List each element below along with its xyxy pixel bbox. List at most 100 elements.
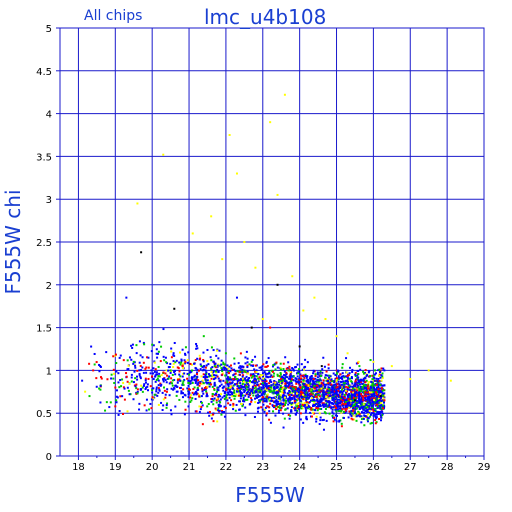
cluster-point (259, 382, 262, 385)
cluster-point (305, 376, 308, 379)
cluster-point (379, 414, 382, 417)
cluster-point (279, 362, 282, 365)
data-point (99, 384, 102, 387)
cluster-point (186, 359, 189, 362)
cluster-point (307, 388, 310, 391)
cluster-point (215, 399, 218, 402)
cluster-point (383, 389, 386, 392)
cluster-point (292, 394, 295, 397)
cluster-point (337, 380, 340, 383)
cluster-point (219, 405, 222, 408)
cluster-point (363, 407, 366, 410)
cluster-point (293, 394, 296, 397)
cluster-point (212, 399, 215, 402)
cluster-point (250, 381, 253, 384)
cluster-point (261, 365, 264, 368)
cluster-point (190, 363, 193, 366)
cluster-point (357, 376, 360, 379)
cluster-point (84, 390, 87, 393)
cluster-point (299, 412, 302, 415)
cluster-point (259, 390, 262, 393)
cluster-point (190, 370, 193, 373)
cluster-point (337, 375, 340, 378)
data-point (357, 360, 360, 363)
cluster-point (375, 416, 378, 419)
cluster-point (165, 406, 168, 409)
cluster-point (213, 384, 216, 387)
data-point (342, 382, 345, 385)
cluster-point (204, 378, 207, 381)
cluster-point (200, 405, 203, 408)
cluster-point (139, 364, 142, 367)
cluster-point (349, 413, 352, 416)
cluster-point (233, 362, 236, 365)
cluster-point (328, 397, 331, 400)
cluster-point (217, 357, 220, 360)
cluster-point (169, 409, 172, 412)
cluster-point (153, 360, 156, 363)
cluster-point (376, 405, 379, 408)
cluster-point (224, 365, 227, 368)
cluster-point (317, 402, 320, 405)
cluster-point (223, 410, 226, 413)
cluster-point (220, 393, 223, 396)
cluster-point (209, 380, 212, 383)
cluster-point (372, 384, 375, 387)
cluster-point (204, 376, 207, 379)
cluster-point (309, 411, 312, 414)
cluster-point (174, 373, 177, 376)
cluster-point (355, 398, 358, 401)
cluster-point (369, 422, 372, 425)
cluster-point (117, 372, 120, 375)
cluster-point (232, 408, 235, 411)
cluster-point (278, 379, 281, 382)
cluster-point (282, 412, 285, 415)
cluster-point (335, 402, 338, 405)
cluster-point (287, 386, 290, 389)
cluster-point (277, 403, 280, 406)
cluster-point (242, 374, 245, 377)
cluster-point (173, 354, 176, 357)
cluster-point (379, 419, 382, 422)
data-point (199, 382, 202, 385)
cluster-point (216, 390, 219, 393)
cluster-point (328, 400, 331, 403)
cluster-point (322, 389, 325, 392)
cluster-point (269, 380, 272, 383)
cluster-point (159, 384, 162, 387)
cluster-point (290, 397, 293, 400)
cluster-point (245, 382, 248, 385)
cluster-point (261, 372, 264, 375)
cluster-point (202, 368, 205, 371)
cluster-point (351, 394, 354, 397)
cluster-point (346, 390, 349, 393)
cluster-point (313, 386, 316, 389)
cluster-point (374, 372, 377, 375)
cluster-point (249, 379, 252, 382)
cluster-point (377, 385, 380, 388)
cluster-point (247, 393, 250, 396)
cluster-point (105, 351, 108, 354)
cluster-point (309, 376, 312, 379)
cluster-point (240, 391, 243, 394)
cluster-point (304, 385, 307, 388)
cluster-point (302, 421, 305, 424)
cluster-point (197, 379, 200, 382)
cluster-point (314, 380, 317, 383)
cluster-point (360, 404, 363, 407)
cluster-point (335, 390, 338, 393)
cluster-point (298, 377, 301, 380)
cluster-point (211, 398, 214, 401)
cluster-point (250, 364, 253, 367)
cluster-point (306, 378, 309, 381)
cluster-point (229, 388, 232, 391)
cluster-point (304, 406, 307, 409)
cluster-point (371, 385, 374, 388)
cluster-point (335, 377, 338, 380)
cluster-point (282, 362, 285, 365)
cluster-point (290, 382, 293, 385)
cluster-point (381, 414, 384, 417)
cluster-point (93, 352, 96, 355)
cluster-point (373, 379, 376, 382)
cluster-point (296, 409, 299, 412)
